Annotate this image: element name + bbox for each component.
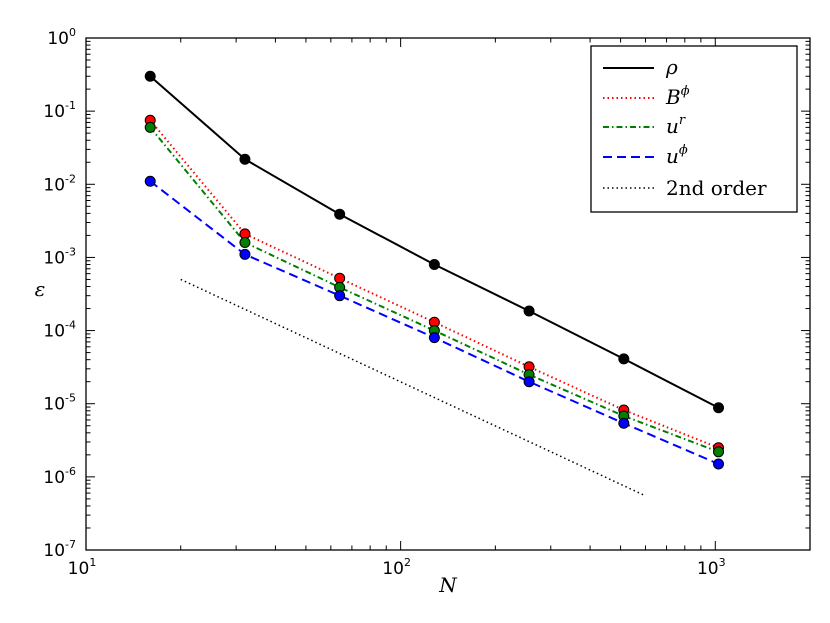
data-point-u-r — [144, 121, 156, 133]
data-point-u-phi — [428, 332, 440, 344]
data-point-rho — [618, 353, 630, 365]
x-tick-base: 10 — [68, 559, 90, 579]
y-axis-label: ε — [35, 277, 46, 301]
data-point-B-phi — [334, 272, 346, 284]
x-tick-base: 10 — [697, 559, 719, 579]
x-tick-label: 102 — [382, 556, 411, 579]
legend: ρ Bϕ ur uϕ 2nd order — [590, 45, 798, 213]
y-tick-label: 10-2 — [43, 172, 76, 195]
plot-frame — [85, 37, 811, 551]
data-point-rho — [334, 208, 346, 220]
legend-label-u-r-base: u — [666, 114, 679, 138]
legend-label-u-phi-sup: ϕ — [679, 143, 688, 158]
data-point-rho — [713, 402, 725, 414]
x-tick-exp: 1 — [89, 556, 96, 569]
y-tick-exp: -4 — [65, 319, 76, 332]
y-tick-base: 10 — [43, 395, 65, 415]
y-tick-exp: -6 — [65, 465, 76, 478]
legend-label-rho: ρ — [665, 55, 678, 79]
data-point-rho — [523, 305, 535, 317]
x-axis-label: N — [438, 573, 458, 597]
x-tick-exp: 2 — [404, 556, 411, 569]
x-tick-label: 101 — [68, 556, 97, 579]
y-tick-exp: -2 — [65, 172, 76, 185]
legend-label-u-r-sup: r — [679, 113, 686, 128]
data-point-u-phi — [334, 290, 346, 302]
data-point-rho — [428, 259, 440, 271]
legend-label-u-phi-base: u — [666, 144, 679, 168]
data-point-u-phi — [618, 417, 630, 429]
y-tick-exp: 0 — [69, 26, 76, 39]
y-tick-label: 10-4 — [43, 319, 76, 342]
y-tick-label: 10-1 — [43, 99, 76, 122]
y-tick-base: 10 — [43, 322, 65, 342]
data-point-u-phi — [523, 376, 535, 388]
x-tick-exp: 3 — [719, 556, 726, 569]
y-tick-exp: -5 — [65, 392, 76, 405]
y-tick-base: 10 — [43, 468, 65, 488]
y-tick-base: 10 — [43, 541, 65, 561]
y-tick-base: 10 — [43, 175, 65, 195]
x-tick-label: 103 — [697, 556, 726, 579]
y-tick-label: 10-6 — [43, 465, 76, 488]
legend-box — [590, 45, 798, 213]
y-tick-label: 10-7 — [43, 538, 76, 561]
legend-label-u-phi: uϕ — [666, 143, 688, 168]
series-layer — [144, 70, 725, 497]
y-tick-base: 10 — [43, 102, 65, 122]
data-point-rho — [239, 153, 251, 165]
data-point-u-phi — [713, 458, 725, 470]
legend-label-u-r: ur — [666, 113, 686, 138]
y-tick-exp: -7 — [65, 538, 76, 551]
y-tick-exp: -3 — [65, 245, 76, 258]
legend-label-b-phi-sup: ϕ — [681, 84, 690, 99]
x-tick-base: 10 — [382, 559, 404, 579]
data-point-u-phi — [239, 248, 251, 260]
y-tick-label: 100 — [47, 26, 76, 49]
y-tick-label: 10-5 — [43, 392, 76, 415]
data-point-u-r — [239, 236, 251, 248]
legend-label-b-phi-base: B — [665, 85, 681, 109]
data-point-rho — [144, 70, 156, 82]
legend-label-2nd-order: 2nd order — [666, 176, 767, 200]
y-tick-label: 10-3 — [43, 245, 76, 268]
y-tick-base: 10 — [43, 248, 65, 268]
data-point-u-r — [713, 446, 725, 458]
y-tick-base: 10 — [47, 29, 69, 49]
data-point-u-phi — [144, 175, 156, 187]
legend-label-b-phi: Bϕ — [665, 84, 690, 109]
y-tick-exp: -1 — [65, 99, 76, 112]
